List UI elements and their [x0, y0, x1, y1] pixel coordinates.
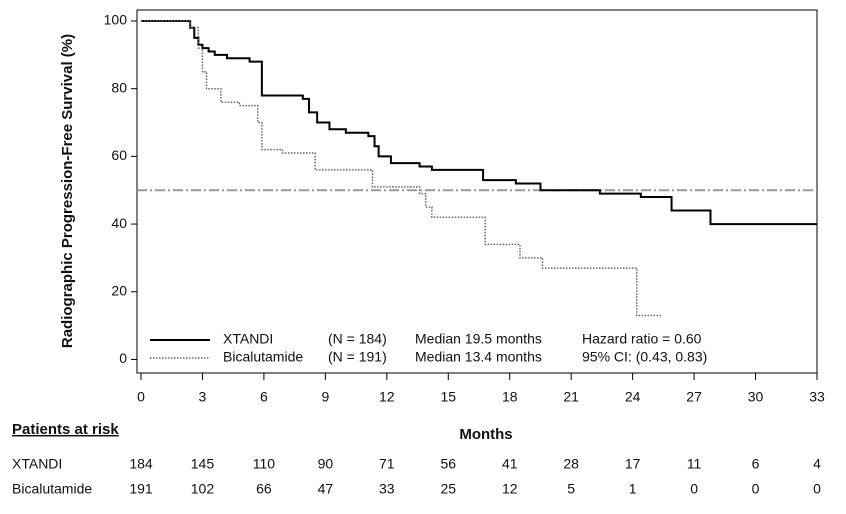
risk-count: 12	[502, 481, 518, 497]
legend-detail: (N = 191)	[328, 349, 387, 365]
risk-count: 6	[752, 456, 760, 472]
x-axis-label: Months	[459, 426, 512, 443]
x-tick-label: 0	[137, 389, 145, 405]
y-axis-label: Radiographic Progression-Free Survival (…	[59, 34, 76, 348]
risk-count: 17	[625, 456, 641, 472]
risk-count: 0	[813, 481, 821, 497]
risk-count: 11	[687, 456, 702, 472]
risk-count: 102	[191, 481, 215, 497]
risk-count: 47	[318, 481, 334, 497]
x-tick-label: 33	[809, 389, 825, 405]
legend-detail: (N = 184)	[328, 331, 387, 347]
survival-curve	[141, 20, 817, 226]
risk-count: 4	[813, 456, 821, 472]
risk-count: 0	[690, 481, 698, 497]
plot-frame	[136, 9, 818, 374]
risk-count: 71	[379, 456, 395, 472]
legend-detail: Hazard ratio = 0.60	[582, 331, 702, 347]
risk-count: 184	[129, 456, 153, 472]
risk-count: 0	[752, 481, 760, 497]
legend-detail: Median 13.4 months	[415, 349, 542, 365]
y-tick-label: 40	[111, 215, 127, 231]
legend-label: XTANDI	[223, 331, 273, 347]
x-tick-label: 30	[748, 389, 764, 405]
risk-count: 25	[440, 481, 456, 497]
risk-row-label: XTANDI	[12, 456, 62, 472]
risk-count: 33	[379, 481, 395, 497]
legend-detail: 95% CI: (0.43, 0.83)	[582, 349, 707, 365]
legend-label: Bicalutamide	[223, 349, 303, 365]
risk-count: 5	[567, 481, 575, 497]
risk-count: 1	[629, 481, 637, 497]
x-tick-label: 27	[686, 389, 702, 405]
risk-count: 145	[191, 456, 215, 472]
risk-count: 66	[256, 481, 272, 497]
x-tick-label: 15	[440, 389, 456, 405]
x-tick-label: 12	[379, 389, 395, 405]
risk-count: 28	[563, 456, 579, 472]
legend-detail: Median 19.5 months	[415, 331, 542, 347]
risk-count: 110	[253, 456, 276, 472]
risk-count: 56	[440, 456, 456, 472]
y-tick-label: 0	[119, 350, 127, 366]
x-tick-label: 9	[321, 389, 329, 405]
risk-count: 90	[318, 456, 334, 472]
risk-row-label: Bicalutamide	[12, 481, 92, 497]
x-tick-label: 18	[502, 389, 518, 405]
risk-count: 41	[502, 456, 518, 472]
y-tick-label: 20	[111, 282, 127, 298]
risk-table-title: Patients at risk	[12, 421, 119, 438]
survival-curve	[141, 20, 662, 317]
x-tick-label: 21	[563, 389, 579, 405]
x-tick-label: 24	[625, 389, 641, 405]
y-tick-label: 80	[111, 79, 127, 95]
x-tick-label: 3	[199, 389, 207, 405]
y-tick-label: 60	[111, 147, 127, 163]
x-tick-label: 6	[260, 389, 268, 405]
risk-count: 191	[129, 481, 153, 497]
y-tick-label: 100	[104, 12, 128, 28]
